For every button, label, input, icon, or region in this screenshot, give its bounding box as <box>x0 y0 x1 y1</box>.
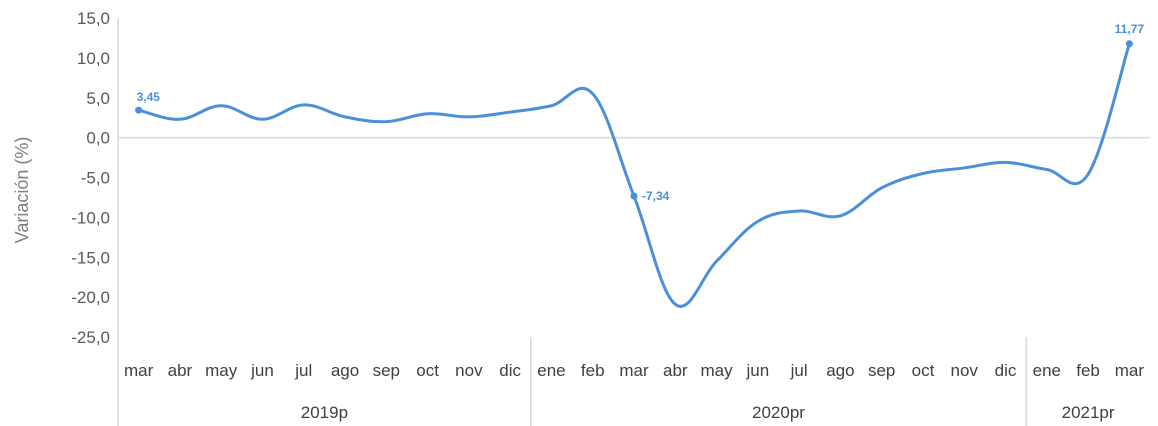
y-axis: 15,0 10,0 5,0 0,0 -5,0 -10,0 -15,0 -20,0 -25,0 <box>71 9 119 347</box>
y-tick-label: -15,0 <box>71 248 110 267</box>
x-tick-label: dic <box>995 361 1017 380</box>
series-line <box>137 42 1131 308</box>
x-tick-label: abr <box>168 361 193 380</box>
x-tick-label: mar <box>619 361 649 380</box>
y-tick-label: 5,0 <box>86 89 110 108</box>
y-tick-label: 15,0 <box>77 9 110 28</box>
x-tick-label: may <box>700 361 733 380</box>
group-label: 2019p <box>301 403 348 422</box>
data-label: 3,45 <box>137 90 161 104</box>
x-tick-label: nov <box>455 361 483 380</box>
x-tick-label: ene <box>1033 361 1061 380</box>
data-label: -7,34 <box>642 189 670 203</box>
x-tick-label: sep <box>373 361 400 380</box>
x-tick-label: mar <box>124 361 154 380</box>
x-tick-label: abr <box>663 361 688 380</box>
y-tick-label: -5,0 <box>81 169 110 188</box>
x-tick-label: oct <box>912 361 935 380</box>
group-label: 2020pr <box>752 403 805 422</box>
x-tick-label: jul <box>294 361 312 380</box>
x-tick-label: ene <box>537 361 565 380</box>
y-tick-label: 10,0 <box>77 49 110 68</box>
x-tick-label: feb <box>581 361 605 380</box>
data-label: 11,77 <box>1115 22 1145 36</box>
group-label: 2021pr <box>1062 403 1115 422</box>
x-tick-label: ago <box>331 361 359 380</box>
x-tick-label: jun <box>745 361 769 380</box>
x-tick-label: jul <box>790 361 808 380</box>
x-tick-label: ago <box>826 361 854 380</box>
data-point-marker <box>1125 40 1133 48</box>
x-tick-label: oct <box>416 361 439 380</box>
data-labels: 3,45 -7,34 11,77 <box>135 22 1144 203</box>
x-tick-label: jun <box>250 361 274 380</box>
series-layer <box>137 42 1131 308</box>
y-tick-label: 0,0 <box>86 129 110 148</box>
x-tick-label: feb <box>1076 361 1100 380</box>
data-point-marker <box>630 192 638 200</box>
x-tick-label: may <box>205 361 238 380</box>
x-tick-label: nov <box>951 361 979 380</box>
x-axis: mar abr may jun jul ago sep oct nov dic ene feb mar a… <box>117 337 1145 426</box>
x-tick-label: mar <box>1115 361 1145 380</box>
y-tick-label: -20,0 <box>71 288 110 307</box>
x-tick-label: dic <box>499 361 521 380</box>
data-point-marker <box>135 106 143 114</box>
x-tick-label: sep <box>868 361 895 380</box>
y-tick-label: -25,0 <box>71 328 110 347</box>
y-axis-title: Variación (%) <box>12 137 32 244</box>
y-tick-label: -10,0 <box>71 208 110 227</box>
